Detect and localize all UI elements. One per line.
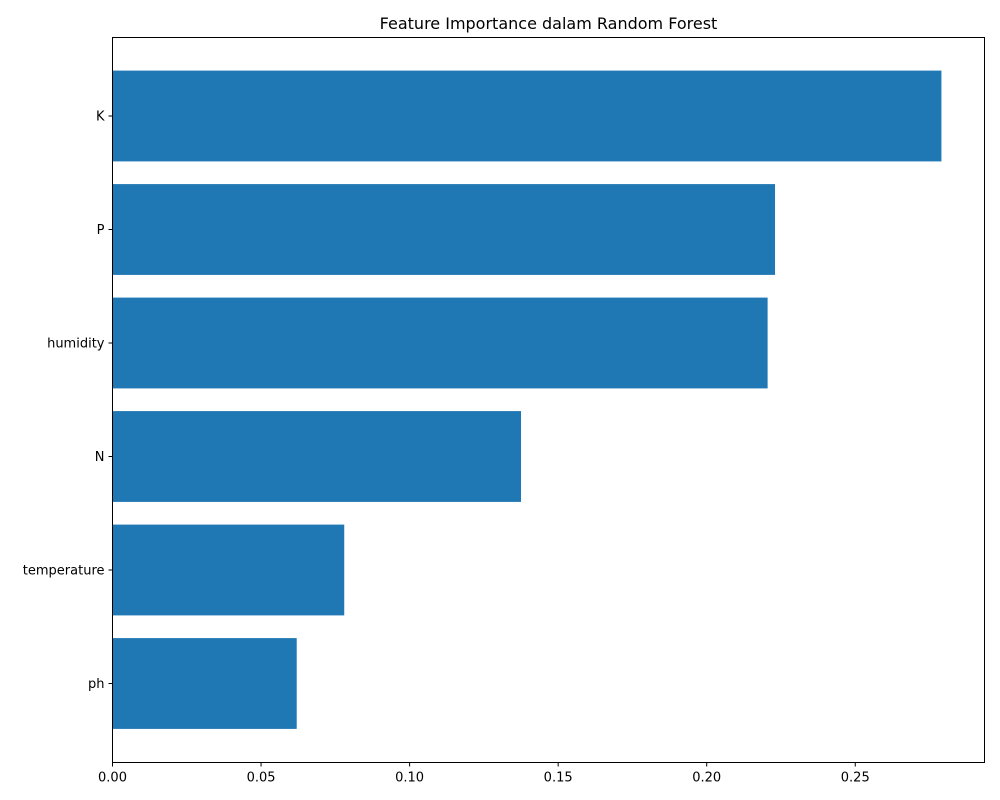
bars-group	[112, 70, 942, 729]
bar-ph	[112, 638, 297, 729]
y-tick-label: humidity	[47, 337, 105, 352]
chart-title: Feature Importance dalam Random Forest	[380, 14, 718, 33]
y-tick-label: K	[96, 110, 105, 125]
x-tick-label: 0.00	[98, 771, 127, 786]
x-tick-label: 0.10	[395, 771, 424, 786]
bar-temperature	[112, 524, 345, 616]
x-axis: 0.00 0.05 0.10 0.15 0.20 0.25	[98, 762, 870, 786]
bar-P	[112, 184, 776, 275]
bar-K	[112, 70, 942, 162]
y-tick-label: ph	[88, 677, 105, 692]
y-tick-label: temperature	[23, 564, 105, 579]
x-tick-label: 0.15	[544, 771, 573, 786]
plot-frame	[112, 37, 985, 763]
y-tick-label: P	[97, 223, 105, 238]
x-tick-label: 0.20	[692, 771, 721, 786]
bar-humidity	[112, 297, 768, 389]
x-tick-label: 0.25	[841, 771, 870, 786]
x-tick-label: 0.05	[247, 771, 276, 786]
bar-N	[112, 411, 522, 502]
y-tick-label: N	[95, 450, 105, 465]
